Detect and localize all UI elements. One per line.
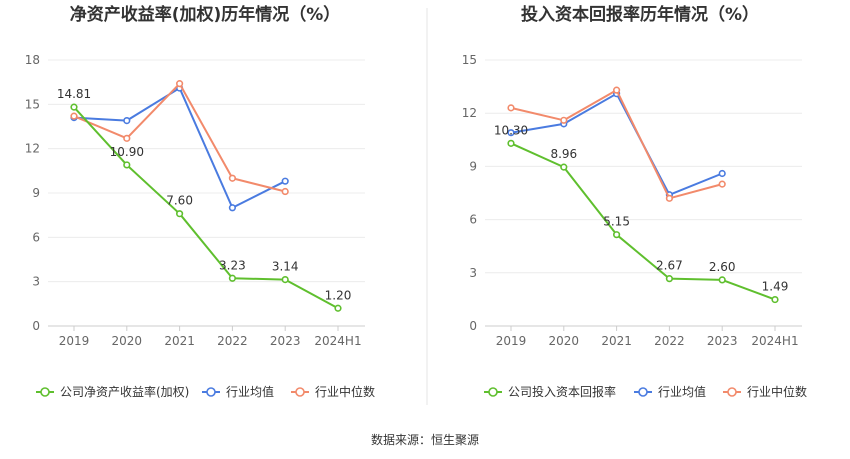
y-tick-label: 0	[32, 319, 40, 333]
data-point	[507, 104, 515, 112]
legend-marker	[40, 387, 50, 397]
y-tick-label: 6	[469, 213, 477, 227]
series-line-2	[510, 89, 723, 200]
chart-title: 净资产收益率(加权)历年情况（%）	[70, 4, 341, 25]
legend-item-1: 行业均值	[202, 384, 274, 399]
y-tick-label: 0	[469, 319, 477, 333]
data-label: 14.81	[57, 87, 91, 101]
data-point	[281, 177, 289, 185]
data-label: 2.67	[656, 259, 683, 273]
legend-label: 行业中位数	[747, 384, 807, 399]
data-point	[718, 180, 726, 188]
x-tick-label: 2020	[549, 334, 580, 348]
legend-marker	[206, 387, 216, 397]
data-label: 8.96	[550, 147, 577, 161]
series-line-1	[510, 92, 723, 196]
legend-item-1: 行业均值	[634, 384, 706, 399]
series-line-2	[73, 82, 286, 193]
chart-panel-1: 净资产收益率(加权)历年情况（%） 0 3 6 9 12 15 18 2019 2020 2021 2…	[25, 4, 375, 399]
data-point	[771, 295, 779, 304]
legend-item-2: 行业中位数	[291, 384, 375, 399]
x-tick-label: 2023	[270, 334, 301, 348]
x-tick-label: 2021	[164, 334, 195, 348]
chart-panel-2: 投入资本回报率历年情况（%） 0 3 6 9 12 15 2019 2020 2021 2022 20…	[462, 4, 807, 399]
data-label: 10.30	[494, 123, 528, 137]
data-point	[228, 204, 236, 212]
series-line-0	[510, 142, 776, 301]
legend-label: 行业均值	[226, 384, 274, 399]
data-point	[228, 174, 236, 182]
data-point	[123, 116, 131, 125]
data-point	[718, 276, 726, 284]
chart-title: 投入资本回报率历年情况（%）	[521, 4, 759, 25]
x-tick-label: 2022	[654, 334, 685, 348]
y-tick-label: 12	[462, 106, 477, 120]
data-point	[70, 103, 78, 111]
y-tick-label: 15	[462, 53, 477, 67]
y-tick-label: 18	[25, 53, 40, 67]
data-point	[718, 169, 726, 178]
legend-item-0: 公司投入资本回报率	[484, 384, 616, 399]
x-tick-label: 2024H1	[751, 334, 798, 348]
legend-label: 公司净资产收益率(加权)	[60, 384, 189, 399]
data-label: 1.20	[325, 288, 352, 302]
data-source-note: 数据来源：恒生聚源	[370, 433, 479, 447]
data-point	[281, 275, 289, 284]
data-point	[228, 274, 236, 282]
data-point	[123, 134, 131, 142]
legend-label: 公司投入资本回报率	[508, 384, 616, 399]
y-tick-label: 15	[25, 97, 40, 111]
data-point	[281, 187, 289, 196]
data-label: 10.90	[110, 145, 144, 159]
data-point	[123, 161, 131, 169]
legend-item-2: 行业中位数	[723, 384, 807, 399]
series-line-1	[73, 87, 286, 209]
data-point	[507, 139, 515, 147]
y-tick-label: 3	[32, 275, 40, 289]
x-tick-label: 2019	[496, 334, 527, 348]
data-point	[334, 304, 342, 312]
data-point	[176, 210, 184, 218]
y-tick-label: 3	[469, 266, 477, 280]
data-label: 7.60	[166, 194, 193, 208]
x-tick-label: 2019	[59, 334, 90, 348]
data-point	[665, 275, 674, 283]
data-label: 3.14	[272, 260, 299, 274]
y-tick-label: 12	[25, 142, 40, 156]
x-tick-label: 2023	[707, 334, 738, 348]
x-tick-label: 2024H1	[314, 334, 361, 348]
data-label: 5.15	[603, 215, 630, 229]
data-point	[507, 129, 515, 137]
legend-label: 行业中位数	[315, 384, 375, 399]
legend-label: 行业均值	[658, 384, 706, 399]
legend-marker	[295, 387, 305, 397]
data-point	[665, 194, 674, 202]
data-point	[612, 86, 621, 94]
y-tick-label: 9	[469, 159, 477, 173]
x-tick-label: 2022	[217, 334, 248, 348]
data-point	[176, 80, 184, 88]
series-line-0	[73, 106, 339, 310]
legend-marker	[638, 387, 648, 397]
legend-item-0: 公司净资产收益率(加权)	[36, 384, 189, 399]
data-label: 1.49	[762, 280, 789, 294]
data-label: 2.60	[709, 260, 736, 274]
data-point	[70, 112, 78, 120]
x-tick-label: 2020	[112, 334, 143, 348]
legend-marker	[488, 387, 498, 397]
y-tick-label: 9	[32, 186, 40, 200]
data-point	[612, 231, 621, 239]
data-point	[560, 116, 568, 124]
legend-marker	[727, 387, 737, 397]
y-tick-label: 6	[32, 230, 40, 244]
x-tick-label: 2021	[601, 334, 632, 348]
data-point	[560, 163, 568, 171]
data-label: 3.23	[219, 258, 246, 272]
